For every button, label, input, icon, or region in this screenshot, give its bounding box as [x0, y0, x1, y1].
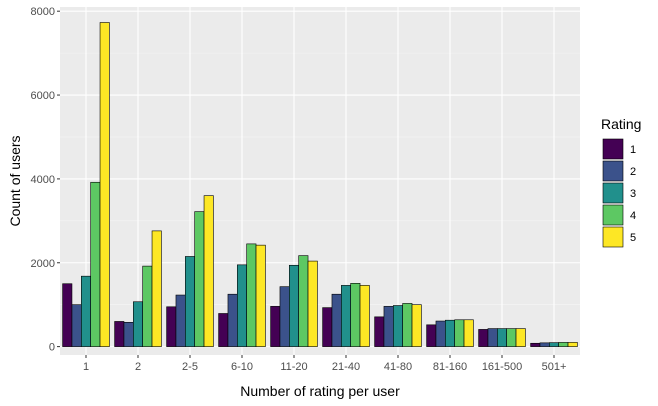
bar-1-rating-1	[62, 283, 73, 347]
bar-6-10-rating-4	[246, 243, 257, 347]
bar-2-5-rating-3	[185, 256, 195, 347]
bar-2-5-rating-4	[194, 211, 205, 347]
bar-161-500-rating-3	[497, 328, 507, 347]
bar-11-20-rating-4	[298, 255, 309, 347]
bar-2-5-rating-5	[203, 195, 214, 347]
bar-6-10-rating-2	[227, 293, 238, 347]
bar-21-40-rating-4	[350, 283, 361, 347]
bar-2-rating-2	[123, 321, 134, 347]
x-tick-label: 2	[135, 361, 141, 373]
bar-81-160-rating-2	[435, 320, 446, 347]
bar-41-80-rating-4	[402, 303, 413, 347]
bar-161-500-rating-5	[515, 328, 526, 347]
bar-501+-rating-2	[539, 342, 550, 347]
legend-title: Rating	[601, 116, 641, 132]
bar-81-160-rating-4	[454, 319, 465, 347]
bar-501+-rating-3	[549, 342, 559, 347]
bar-11-20-rating-1	[270, 306, 281, 347]
legend-label-4: 4	[630, 210, 636, 222]
bar-6-10-rating-1	[218, 313, 229, 347]
bar-1-rating-5	[99, 22, 110, 347]
bar-81-160-rating-3	[445, 319, 455, 347]
x-axis-title: Number of rating per user	[240, 383, 400, 399]
y-tick-label: 6000	[31, 90, 55, 102]
x-tick-label: 41-80	[384, 361, 412, 373]
legend-key-1	[602, 138, 624, 160]
bar-501+-rating-4	[558, 342, 569, 347]
legend-key-2	[602, 160, 624, 182]
bar-11-20-rating-3	[289, 264, 299, 347]
bars	[62, 22, 578, 347]
y-axis-title: Count of users	[7, 135, 23, 226]
bar-41-80-rating-3	[393, 305, 403, 347]
x-tick-label: 11-20	[280, 361, 307, 373]
bar-2-rating-1	[114, 321, 125, 347]
bar-41-80-rating-2	[383, 306, 394, 347]
legend: Rating 1 2 3 4 5	[601, 116, 641, 248]
x-tick-label: 2-5	[182, 361, 198, 373]
legend-key-3	[602, 182, 624, 204]
legend-label-3: 3	[630, 188, 636, 200]
bar-1-rating-4	[90, 181, 101, 347]
x-tick-label: 1	[83, 361, 89, 373]
bar-501+-rating-1	[530, 342, 541, 347]
legend-key-5	[602, 226, 624, 248]
bar-6-10-rating-5	[255, 244, 266, 347]
bar-2-rating-3	[133, 301, 143, 347]
y-tick-label: 0	[49, 342, 55, 354]
x-tick-label: 81-160	[433, 361, 467, 373]
bar-11-20-rating-2	[279, 286, 290, 347]
bar-501+-rating-5	[567, 342, 578, 347]
bar-21-40-rating-2	[331, 293, 342, 347]
bar-1-rating-3	[81, 275, 91, 347]
bar-21-40-rating-1	[322, 307, 333, 347]
bar-161-500-rating-1	[478, 329, 489, 347]
legend-label-1: 1	[630, 144, 636, 156]
x-tick-label: 161-500	[482, 361, 522, 373]
y-tick-label: 4000	[31, 174, 55, 186]
bar-2-rating-5	[151, 230, 162, 347]
x-tick-label: 21-40	[332, 361, 360, 373]
bar-41-80-rating-1	[374, 316, 385, 347]
bar-11-20-rating-5	[307, 260, 318, 347]
bar-161-500-rating-2	[487, 328, 498, 347]
bar-1-rating-2	[71, 304, 82, 347]
bar-81-160-rating-1	[426, 324, 437, 347]
y-tick-label: 2000	[31, 258, 55, 270]
y-tick-label: 8000	[31, 6, 55, 18]
bar-21-40-rating-5	[359, 285, 370, 347]
legend-key-4	[602, 204, 624, 226]
legend-label-5: 5	[630, 232, 636, 244]
legend-label-2: 2	[630, 166, 636, 178]
x-tick-label: 501+	[542, 361, 567, 373]
bar-2-5-rating-1	[166, 306, 177, 347]
x-tick-label: 6-10	[231, 361, 253, 373]
y-axis: 0 2000 4000 6000 8000	[31, 6, 60, 354]
bar-2-5-rating-2	[175, 294, 186, 347]
x-axis: 1 2 2-5 6-10 11-20 21-40 41-80 81-160 161-500 501…	[83, 355, 566, 373]
bar-41-80-rating-5	[411, 304, 422, 347]
bar-6-10-rating-3	[237, 264, 247, 347]
bar-21-40-rating-3	[341, 285, 351, 347]
bar-2-rating-4	[142, 265, 153, 347]
bar-81-160-rating-5	[463, 319, 474, 347]
bar-161-500-rating-4	[506, 328, 517, 347]
